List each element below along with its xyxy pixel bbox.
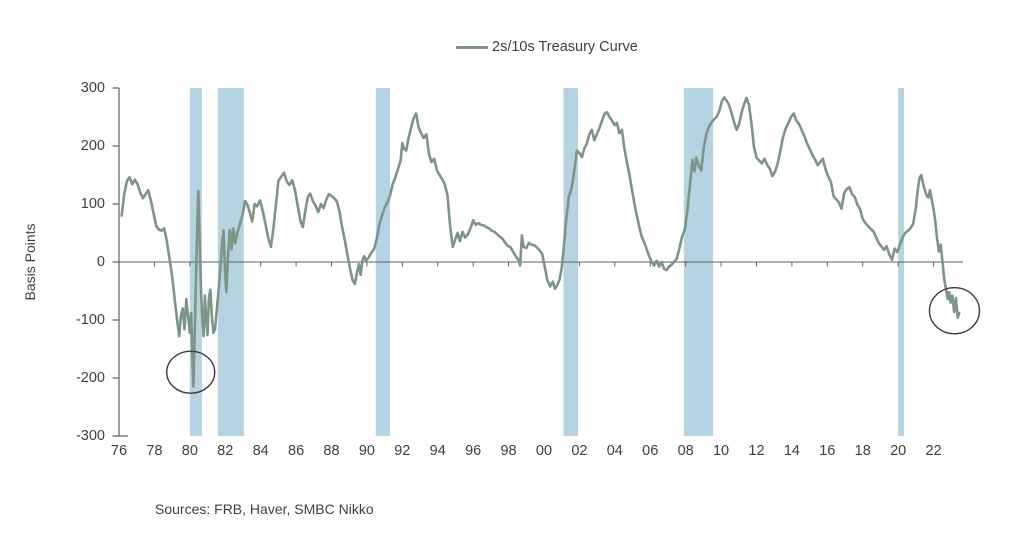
x-tick-label: 02 bbox=[571, 443, 588, 459]
x-tick-label: 98 bbox=[500, 443, 517, 459]
y-tick-label: 0 bbox=[96, 254, 105, 270]
x-tick-label: 86 bbox=[288, 443, 305, 459]
legend-line-swatch bbox=[456, 45, 488, 49]
y-tick-label: -200 bbox=[75, 370, 105, 386]
x-tick-label: 82 bbox=[217, 443, 234, 459]
x-tick-label: 22 bbox=[925, 443, 942, 459]
x-tick-label: 18 bbox=[854, 443, 871, 459]
x-tick-label: 08 bbox=[677, 443, 694, 459]
y-tick-label: -100 bbox=[75, 312, 105, 328]
x-tick-label: 16 bbox=[819, 443, 836, 459]
inversion-circle-annotation bbox=[166, 350, 216, 394]
y-tick-label: 300 bbox=[80, 80, 105, 96]
x-tick-label: 88 bbox=[323, 443, 340, 459]
x-tick-label: 00 bbox=[535, 443, 553, 459]
x-tick-label: 10 bbox=[712, 443, 730, 459]
treasury-curve-line bbox=[120, 96, 961, 389]
x-tick-label: 12 bbox=[748, 443, 765, 459]
x-tick-label: 04 bbox=[606, 443, 623, 459]
x-tick-label: 78 bbox=[146, 443, 163, 459]
x-tick-label: 14 bbox=[783, 443, 800, 459]
x-tick-label: 20 bbox=[890, 443, 907, 459]
y-tick-label: -300 bbox=[75, 428, 105, 444]
x-tick-label: 80 bbox=[181, 443, 198, 459]
x-tick-label: 06 bbox=[642, 443, 659, 459]
sources-note: Sources: FRB, Haver, SMBC Nikko bbox=[155, 501, 374, 517]
inversion-circle-annotation bbox=[928, 287, 981, 335]
y-tick-label: 200 bbox=[80, 138, 105, 154]
x-tick-label: 94 bbox=[429, 443, 446, 459]
x-tick-label: 76 bbox=[110, 443, 128, 459]
x-tick-label: 92 bbox=[394, 443, 411, 459]
chart-legend: 2s/10s Treasury Curve bbox=[456, 39, 638, 55]
y-tick-label: 100 bbox=[80, 196, 105, 212]
x-tick-label: 96 bbox=[465, 443, 482, 459]
x-tick-label: 90 bbox=[358, 443, 375, 459]
legend-label: 2s/10s Treasury Curve bbox=[492, 39, 638, 55]
x-tick-label: 84 bbox=[252, 443, 269, 459]
